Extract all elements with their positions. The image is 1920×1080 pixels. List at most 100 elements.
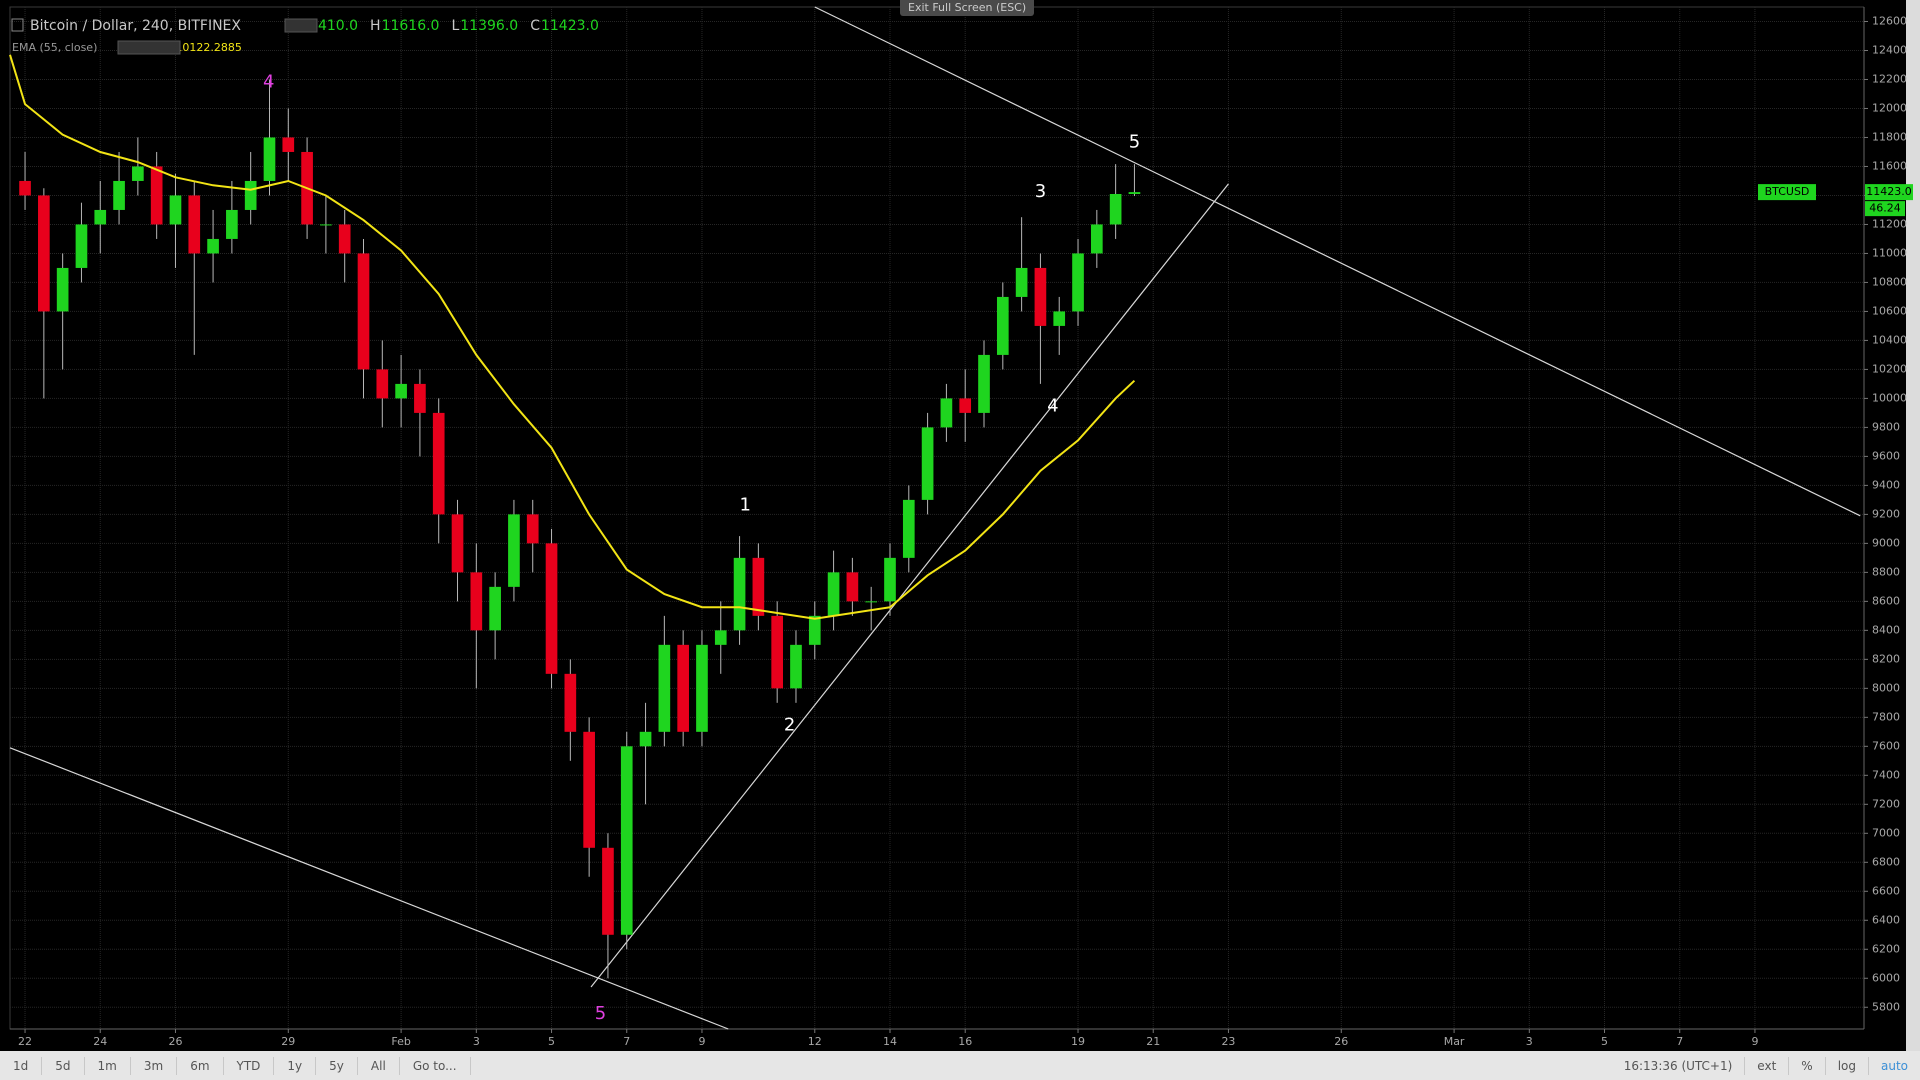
candle-body: [226, 209, 238, 239]
wave-label: 3: [1035, 181, 1046, 202]
range-button[interactable]: 1d: [0, 1056, 43, 1075]
candle-body: [714, 630, 727, 645]
candle-body: [150, 166, 163, 225]
candle-body: [188, 195, 201, 254]
y-tick-label: 11800: [1872, 130, 1907, 143]
candle-body: [282, 137, 295, 152]
candle-body: [376, 369, 389, 399]
y-tick-label: 10000: [1872, 391, 1907, 404]
candle-body: [1090, 224, 1103, 254]
indicator-value: 10122.2885: [175, 41, 241, 54]
exit-fullscreen-button[interactable]: Exit Full Screen (ESC): [900, 0, 1035, 16]
range-button[interactable]: 1y: [274, 1056, 317, 1075]
ohlc-value: 11616.0: [382, 18, 440, 34]
y-tick-label: 10800: [1872, 275, 1907, 288]
trend-line: [9, 747, 729, 1030]
x-tick-label: 3: [473, 1035, 480, 1048]
candle-body: [489, 586, 501, 631]
candle-body: [620, 746, 633, 935]
y-tick-label: 10200: [1872, 362, 1907, 375]
y-tick-label: 11600: [1872, 159, 1907, 172]
scale-option[interactable]: auto: [1867, 1056, 1920, 1075]
range-button[interactable]: 3m: [131, 1056, 178, 1075]
x-tick-label: 26: [1334, 1035, 1348, 1048]
candle-body: [526, 514, 539, 544]
candle-body: [846, 572, 859, 602]
x-tick-label: 26: [168, 1035, 182, 1048]
y-tick-label: 6600: [1872, 884, 1900, 897]
trend-line: [590, 183, 1229, 988]
y-tick-label: 7600: [1872, 739, 1900, 752]
candle-body: [508, 514, 520, 587]
candle-body: [564, 673, 577, 732]
candle-body: [19, 180, 31, 196]
candle-body: [395, 383, 407, 399]
y-tick-label: 9600: [1872, 449, 1900, 462]
candle-body: [733, 557, 746, 631]
y-tick-label: 9000: [1872, 536, 1900, 549]
candle-body: [1109, 194, 1122, 225]
x-tick-label: 16: [958, 1035, 972, 1048]
y-tick-label: 7200: [1872, 797, 1900, 810]
candle-body: [996, 296, 1009, 355]
wave-label: 4: [1047, 395, 1058, 416]
range-button[interactable]: 5d: [42, 1056, 85, 1075]
candle-body: [639, 731, 652, 747]
x-tick-label: 12: [808, 1035, 822, 1048]
candle-body: [38, 195, 50, 312]
candle-body: [940, 398, 953, 428]
candle-body: [56, 267, 69, 312]
ohlc-key: L: [451, 18, 459, 34]
candle-body: [75, 224, 88, 268]
candle-body: [790, 644, 802, 689]
y-tick-label: 9800: [1872, 420, 1900, 433]
wave-label: 5: [1129, 132, 1140, 153]
plot-area: [9, 6, 1865, 1030]
ema-line: [9, 54, 1136, 620]
x-tick-label: 24: [93, 1035, 107, 1048]
symbol-icon: [11, 18, 24, 32]
candle-body: [902, 499, 915, 558]
chart: 5800 6000 6200 6400 6600 6800 7000 7200 7400 7600…: [9, 0, 1920, 1051]
y-tick-label: 6400: [1872, 913, 1900, 926]
range-button[interactable]: YTD: [224, 1056, 275, 1075]
x-tick-label: 5: [1601, 1035, 1608, 1048]
y-tick-label: 11000: [1872, 246, 1907, 259]
y-tick-label: 12000: [1872, 101, 1907, 114]
x-tick-label: 5: [548, 1035, 555, 1048]
y-tick-label: 5800: [1872, 1000, 1900, 1013]
range-button[interactable]: 5y: [316, 1056, 358, 1075]
scale-option[interactable]: ext: [1744, 1056, 1788, 1075]
x-tick-label: 7: [623, 1035, 630, 1048]
candle-body: [978, 354, 990, 413]
candle-body: [884, 557, 896, 602]
candle-body: [545, 543, 558, 674]
wave-label: 2: [784, 714, 795, 735]
goto-button[interactable]: Go to...: [400, 1056, 471, 1075]
bottom-toolbar: 1d 5d 1m 3m 6m YTD 1y 5y All Go to... 16:13:36 (UT…: [0, 1051, 1920, 1080]
scale-option[interactable]: log: [1824, 1056, 1868, 1075]
range-button[interactable]: All: [358, 1056, 400, 1075]
candle-body: [338, 224, 351, 254]
y-tick-label: 7800: [1872, 710, 1900, 723]
ohlc-value: 11396.0: [460, 18, 518, 34]
candle-body: [827, 572, 840, 616]
x-tick-label: 21: [1146, 1035, 1160, 1048]
candle-body: [470, 572, 483, 631]
scale-option[interactable]: %: [1788, 1056, 1824, 1075]
range-button[interactable]: 6m: [177, 1056, 224, 1075]
range-button[interactable]: 1m: [85, 1056, 131, 1075]
candle-body: [752, 557, 765, 616]
candle-body: [696, 644, 708, 732]
y-tick-label: 7400: [1872, 768, 1900, 781]
candle-body: [1034, 267, 1047, 326]
y-tick-label: 9400: [1872, 478, 1900, 491]
legend-buttons: [284, 18, 318, 33]
clock: 16:13:36 (UTC+1): [1623, 1058, 1733, 1073]
wave-label: 4: [263, 71, 274, 92]
x-tick-label: 19: [1071, 1035, 1085, 1048]
wave-label: 1: [739, 495, 750, 516]
x-tick-label: Mar: [1444, 1035, 1465, 1048]
candle-body: [658, 644, 671, 732]
